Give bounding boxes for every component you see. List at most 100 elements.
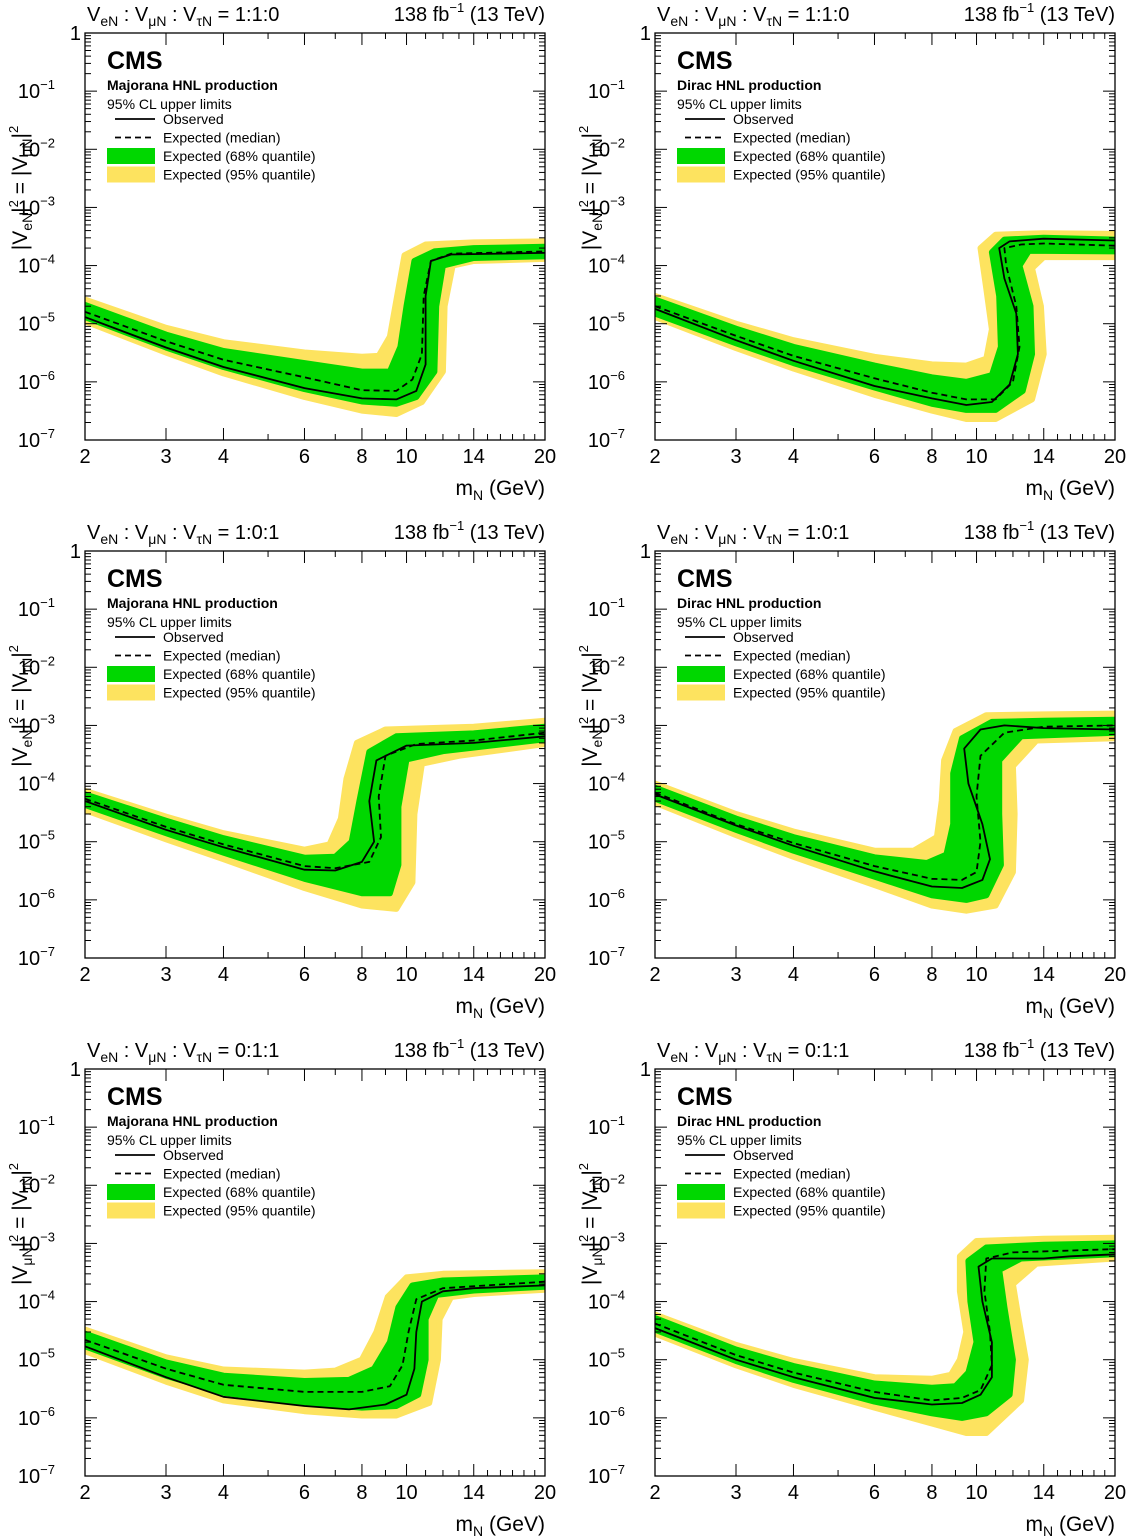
observed-line bbox=[85, 735, 545, 872]
x-tick-label: 3 bbox=[160, 1482, 171, 1504]
ratio-sub2: μN bbox=[718, 13, 736, 29]
lumi-unit: fb bbox=[1003, 1040, 1020, 1062]
y-tick-base: 10 bbox=[588, 890, 610, 912]
y-label-sub1: eN bbox=[19, 730, 35, 748]
x-label-m: m bbox=[1026, 477, 1044, 500]
y-tick-base: 10 bbox=[18, 657, 40, 679]
ratio-v2: : V bbox=[118, 4, 149, 26]
y-tick-label: 10−3 bbox=[588, 193, 625, 219]
y-tick-exp: −5 bbox=[40, 828, 55, 843]
x-label-sub: N bbox=[1043, 487, 1053, 503]
legend-band95-label: Expected (95% quantile) bbox=[733, 167, 886, 183]
y-tick-label: 1 bbox=[70, 1059, 81, 1081]
y-tick-base: 10 bbox=[588, 1233, 610, 1255]
y-label-bar1: | bbox=[9, 724, 32, 729]
ratio-v2: : V bbox=[118, 522, 149, 544]
band-68 bbox=[655, 1240, 1115, 1421]
x-tick-label: 10 bbox=[965, 446, 987, 468]
y-tick-base: 10 bbox=[18, 197, 40, 219]
y-tick-base: 10 bbox=[18, 599, 40, 621]
ratio-v3: : V bbox=[736, 4, 767, 26]
x-tick-label: 20 bbox=[1104, 446, 1126, 468]
lumi-header: 138 fb−1 (13 TeV) bbox=[394, 518, 545, 544]
y-label-v1: |V bbox=[9, 231, 32, 250]
y-tick-exp: −1 bbox=[40, 595, 55, 610]
lumi-value: 138 bbox=[964, 4, 1003, 26]
legend-observed-label: Observed bbox=[733, 1147, 794, 1163]
x-axis-label: mN (GeV) bbox=[1026, 477, 1115, 503]
production-title: Dirac HNL production bbox=[677, 1113, 821, 1129]
y-tick-exp: −2 bbox=[40, 1171, 55, 1186]
y-tick-label: 1 bbox=[70, 23, 81, 45]
y-label-bar2: | bbox=[9, 652, 32, 657]
y-tick-label: 10−2 bbox=[588, 1171, 625, 1197]
y-tick-base: 10 bbox=[588, 139, 610, 161]
x-tick-label: 4 bbox=[788, 1482, 799, 1504]
ratio-value: = 0:1:1 bbox=[782, 1040, 849, 1062]
y-tick-base: 10 bbox=[18, 256, 40, 278]
x-tick-label: 8 bbox=[926, 1482, 937, 1504]
legend: Observed Expected (median) Expected (68% q… bbox=[677, 111, 886, 183]
y-tick-exp: −2 bbox=[610, 653, 625, 668]
expected-median-line bbox=[655, 1248, 1115, 1402]
data-layer bbox=[85, 717, 545, 912]
ratio-v3: : V bbox=[166, 1040, 197, 1062]
y-tick-label: 10−4 bbox=[588, 1288, 625, 1314]
y-tick-exp: −4 bbox=[610, 770, 625, 785]
x-tick-label: 8 bbox=[926, 964, 937, 986]
y-tick-base: 10 bbox=[588, 774, 610, 796]
y-tick-exp: −6 bbox=[40, 1404, 55, 1419]
x-tick-label: 2 bbox=[79, 446, 90, 468]
lumi-value: 138 bbox=[394, 1040, 433, 1062]
x-label-unit: (GeV) bbox=[1059, 1513, 1115, 1536]
x-label-unit: (GeV) bbox=[489, 995, 545, 1018]
data-layer bbox=[655, 230, 1115, 422]
ratio-header: VeN : VμN : VτN = 0:1:1 bbox=[87, 1040, 279, 1065]
legend-68-swatch bbox=[677, 1184, 725, 1200]
x-tick-label: 14 bbox=[463, 446, 485, 468]
y-label-sq2: 2 bbox=[576, 126, 591, 133]
y-tick-base: 10 bbox=[18, 372, 40, 394]
y-tick-base: 10 bbox=[18, 948, 40, 970]
y-tick-base: 1 bbox=[70, 1059, 81, 1081]
legend-observed-label: Observed bbox=[163, 629, 224, 645]
y-tick-label: 10−3 bbox=[588, 711, 625, 737]
y-label-sq2: 2 bbox=[576, 645, 591, 652]
lumi-energy: (13 TeV) bbox=[464, 1040, 545, 1062]
y-label-sub1: eN bbox=[589, 213, 605, 231]
y-label-sub2: τN bbox=[589, 658, 605, 674]
x-axis-label: mN (GeV) bbox=[456, 1513, 545, 1537]
y-tick-label: 10−5 bbox=[18, 1346, 55, 1372]
y-tick-label: 10−4 bbox=[588, 252, 625, 278]
y-tick-label: 10−7 bbox=[588, 426, 625, 452]
y-tick-label: 10−2 bbox=[588, 653, 625, 679]
y-tick-base: 10 bbox=[18, 832, 40, 854]
x-tick-label: 4 bbox=[218, 446, 229, 468]
band-68 bbox=[655, 234, 1115, 413]
production-title: Dirac HNL production bbox=[677, 595, 821, 611]
y-tick-label: 10−5 bbox=[18, 310, 55, 336]
y-tick-base: 1 bbox=[70, 541, 81, 563]
legend-band68-label: Expected (68% quantile) bbox=[163, 148, 316, 164]
y-tick-base: 10 bbox=[588, 948, 610, 970]
x-tick-label: 2 bbox=[79, 964, 90, 986]
expected-median-line bbox=[85, 731, 545, 870]
legend: Observed Expected (median) Expected (68% q… bbox=[107, 629, 316, 701]
y-tick-base: 10 bbox=[18, 890, 40, 912]
y-axis-label: |VeN|2 = |VτN|2 bbox=[576, 645, 605, 767]
y-tick-exp: −1 bbox=[610, 1113, 625, 1128]
legend-median-label: Expected (median) bbox=[733, 1166, 851, 1182]
ratio-sub2: μN bbox=[718, 1049, 736, 1065]
y-tick-base: 10 bbox=[18, 715, 40, 737]
x-tick-label: 6 bbox=[299, 1482, 310, 1504]
x-tick-label: 14 bbox=[1033, 446, 1055, 468]
y-axis-label: |VμN|2 = |VτN|2 bbox=[576, 1163, 605, 1285]
y-label-sub1: eN bbox=[19, 213, 35, 231]
y-tick-base: 10 bbox=[18, 774, 40, 796]
y-tick-exp: −3 bbox=[610, 193, 625, 208]
y-label-sub2: τN bbox=[19, 1176, 35, 1192]
x-label-m: m bbox=[456, 995, 474, 1018]
ratio-v2: : V bbox=[688, 4, 719, 26]
y-tick-exp: −7 bbox=[610, 1462, 625, 1477]
lumi-energy: (13 TeV) bbox=[464, 522, 545, 544]
